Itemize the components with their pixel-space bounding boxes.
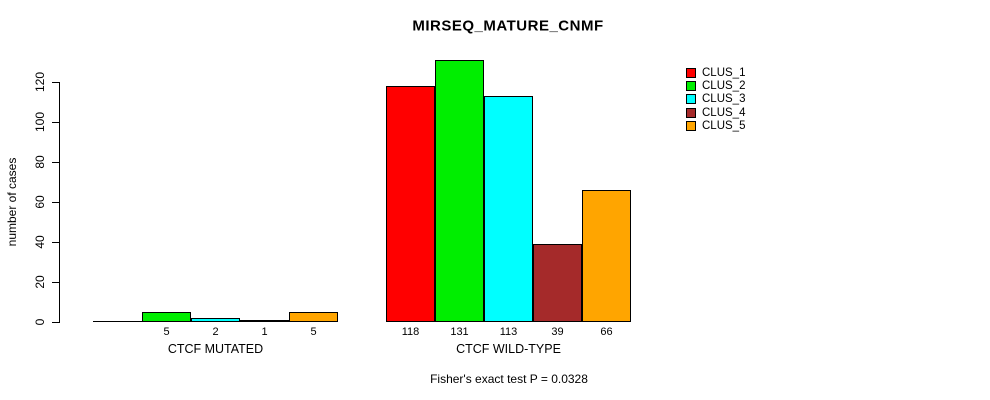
bar-clus_3-2 [484,96,533,322]
y-axis-tick-label: 20 [33,275,47,289]
y-axis-tick [52,242,59,243]
y-axis-tick [52,162,59,163]
bar-clus_3-1 [191,318,240,322]
legend-swatch-clus_1 [686,68,696,78]
y-axis-tick-label: 40 [33,235,47,249]
bar-clus_5-2 [582,190,631,322]
legend-label-clus_3: CLUS_3 [702,93,746,106]
y-axis-tick-label: 120 [33,71,47,93]
bar-clus_2-1 [142,312,191,322]
bar-value-label: 66 [600,326,613,338]
bar-value-label: 5 [163,326,170,338]
legend-label-clus_5: CLUS_5 [702,119,746,132]
x-category-label: CTCF MUTATED [167,342,264,356]
bar-value-label: 113 [499,326,518,338]
legend-swatch-clus_4 [686,107,696,118]
bar-clus_2-2 [435,60,484,322]
y-axis-tick [52,122,59,123]
y-axis-line [59,82,60,323]
legend-swatch-clus_5 [686,120,696,131]
bar-value-label: 5 [310,326,317,338]
y-axis-tick-label: 80 [33,155,47,169]
legend-label-clus_4: CLUS_4 [702,106,746,119]
y-axis-tick [52,202,59,203]
bar-clus_1-2 [386,86,435,322]
bar-value-label: 131 [450,326,469,338]
bar-clus_4-1 [240,320,289,322]
y-axis-tick-label: 100 [33,111,47,133]
bar-value-label: 118 [401,326,420,338]
bar-clus_1-1-zero [93,321,142,322]
y-axis-tick-label: 60 [33,195,47,209]
bar-value-label: 1 [261,326,268,338]
legend-swatch-clus_2 [686,81,696,92]
legend-swatch-clus_3 [686,94,696,105]
legend-label-clus_1: CLUS_1 [702,67,746,79]
y-axis-tick-label: 0 [33,318,47,326]
x-category-label: CTCF WILD-TYPE [456,342,561,356]
annotation-text: Fisher's exact test P = 0.0328 [430,372,588,386]
y-axis-label: number of cases [5,157,19,247]
bar-clus_5-1 [289,312,338,322]
bar-value-label: 2 [212,326,219,338]
y-axis-tick [52,322,59,323]
legend-label-clus_2: CLUS_2 [702,80,746,93]
y-axis-tick [52,82,59,83]
chart-title: MIRSEQ_MATURE_CNMF [412,17,604,35]
bar-clus_4-2 [533,244,582,322]
y-axis-tick [52,282,59,283]
bar-value-label: 39 [551,326,564,338]
